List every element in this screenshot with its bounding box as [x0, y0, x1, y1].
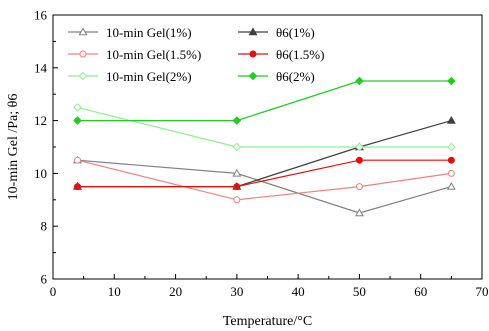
legend-marker — [78, 27, 88, 36]
series-line — [77, 159, 452, 188]
data-point — [233, 183, 241, 191]
series-5 — [73, 103, 456, 152]
data-point — [232, 142, 242, 152]
y-tick-label: 14 — [34, 60, 48, 75]
series-3 — [74, 156, 455, 204]
legend-item: θ6(1.5%) — [238, 47, 324, 62]
data-point — [447, 169, 455, 177]
data-point — [447, 156, 455, 164]
y-tick-label: 12 — [34, 113, 47, 128]
series-line — [77, 106, 452, 148]
legend-marker — [248, 27, 258, 36]
x-tick-label: 70 — [476, 284, 489, 299]
legend-label: 10-min Gel(1%) — [106, 25, 192, 40]
x-tick-label: 60 — [414, 284, 427, 299]
data-point — [355, 183, 363, 191]
y-axis: 6 8 10 12 14 16 — [34, 8, 58, 287]
data-point — [73, 116, 82, 125]
series-line — [77, 80, 452, 122]
series-2 — [73, 115, 456, 190]
x-tick-label: 20 — [169, 284, 182, 299]
x-tick-label: 50 — [353, 284, 366, 299]
x-tick-label: 40 — [292, 284, 305, 299]
x-axis-title: Temperature/°C — [223, 314, 312, 329]
x-tick-label: 30 — [230, 284, 243, 299]
data-point — [446, 181, 456, 190]
data-point — [446, 115, 456, 124]
legend-item: 10-min Gel(1%) — [68, 25, 192, 40]
legend-item: 10-min Gel(1.5%) — [68, 47, 201, 62]
series-line — [77, 159, 452, 201]
data-point — [233, 196, 241, 204]
legend-label: θ6(1.5%) — [276, 47, 324, 62]
legend-label: θ6(1%) — [276, 25, 315, 40]
y-tick-label: 10 — [34, 166, 47, 181]
y-tick-label: 8 — [41, 219, 48, 234]
data-point — [232, 116, 242, 125]
x-tick-label: 0 — [50, 284, 57, 299]
series-4 — [74, 156, 455, 191]
data-point — [355, 156, 363, 164]
legend-item: 10-min Gel(2%) — [68, 69, 192, 84]
data-point — [447, 76, 456, 86]
y-axis-title: 10-min Gel /Pa; θ6 — [6, 94, 21, 201]
legend-item: θ6(2%) — [238, 69, 315, 84]
data-point — [73, 103, 82, 112]
legend-marker — [248, 71, 258, 81]
legend: 10-min Gel(1%) θ6(1%) 10-min Gel(1.5%) θ6(1… — [68, 25, 324, 84]
legend-label: 10-min Gel(1.5%) — [106, 47, 201, 62]
legend-marker — [78, 71, 88, 81]
legend-item: θ6(1%) — [238, 25, 315, 40]
legend-marker — [79, 50, 87, 58]
data-point — [232, 168, 242, 177]
legend-marker — [249, 50, 257, 58]
series-6 — [73, 76, 456, 125]
x-axis: 0 10 20 30 40 50 60 70 — [50, 274, 489, 299]
data-point — [447, 142, 456, 152]
data-point — [355, 76, 364, 86]
series-layer — [73, 76, 456, 217]
series-line — [77, 120, 452, 188]
x-tick-label: 10 — [108, 284, 121, 299]
data-point — [354, 208, 364, 217]
y-tick-label: 16 — [34, 8, 48, 23]
data-point — [74, 156, 82, 164]
y-tick-label: 6 — [41, 272, 48, 287]
data-point — [355, 142, 364, 152]
data-point — [74, 183, 82, 191]
legend-label: θ6(2%) — [276, 69, 315, 84]
legend-label: 10-min Gel(2%) — [106, 69, 192, 84]
